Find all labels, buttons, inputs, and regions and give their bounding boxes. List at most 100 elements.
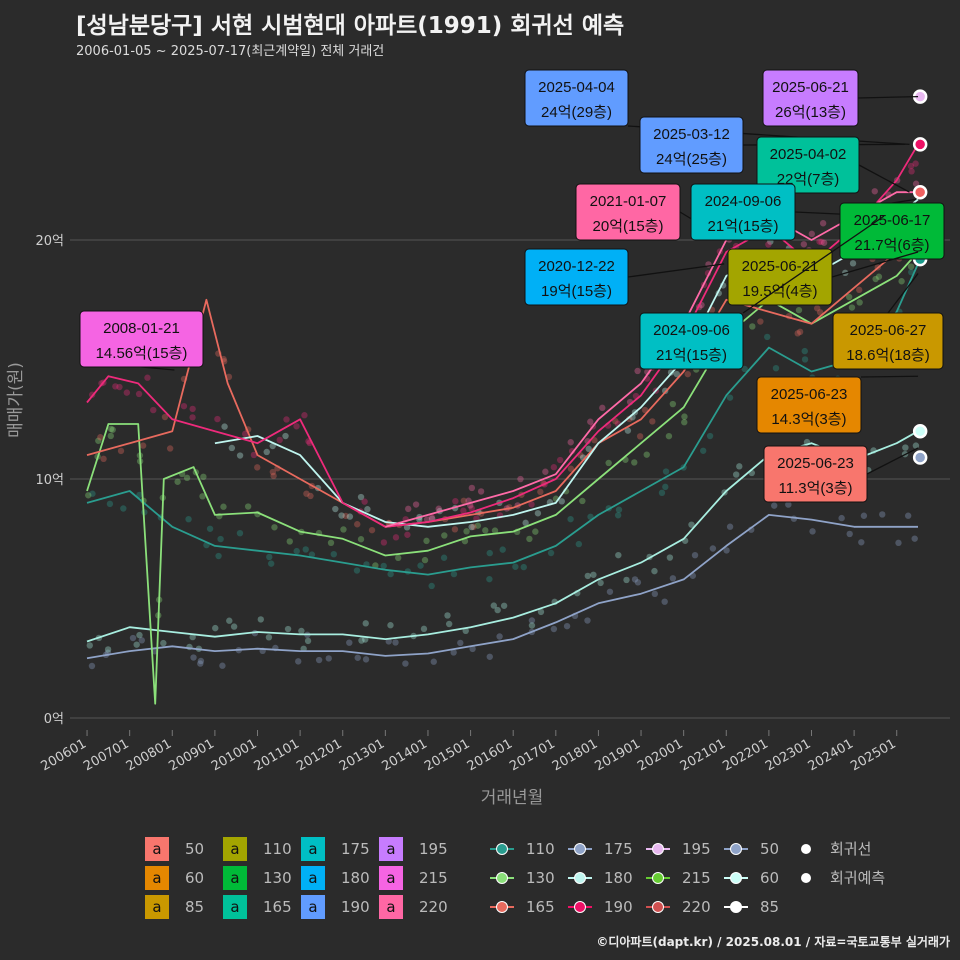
scatter-point bbox=[107, 425, 115, 433]
scatter-point bbox=[117, 447, 125, 455]
scatter-point bbox=[380, 539, 388, 546]
scatter-point bbox=[468, 505, 475, 512]
x-tick-label: 201001 bbox=[209, 736, 259, 774]
legend-fill-glyph: a bbox=[308, 840, 317, 858]
annotation-box bbox=[524, 69, 629, 127]
annotation-date: 2021-01-07 bbox=[590, 193, 667, 210]
scatter-point bbox=[579, 497, 586, 505]
scatter-point bbox=[120, 505, 127, 512]
scatter-point bbox=[845, 293, 853, 301]
scatter-point bbox=[907, 263, 915, 270]
annotation-date: 2024-09-06 bbox=[705, 193, 782, 210]
scatter-point bbox=[420, 625, 428, 633]
scatter-point bbox=[624, 427, 632, 434]
scatter-point bbox=[358, 637, 365, 644]
scatter-point bbox=[342, 512, 349, 520]
scatter-point bbox=[161, 413, 169, 421]
x-axis: 2006012007012008012009012010012011012012… bbox=[39, 730, 899, 774]
scatter-point bbox=[673, 370, 681, 378]
endpoint-marker bbox=[912, 184, 928, 200]
y-tick-label: 10억 bbox=[35, 473, 64, 488]
legend-fill-label: 215 bbox=[419, 869, 448, 887]
scatter-point bbox=[394, 554, 402, 562]
legend-line-label: 190 bbox=[604, 898, 633, 916]
annotation-leader bbox=[866, 447, 919, 475]
scatter-point bbox=[86, 642, 93, 649]
x-tick-label: 202101 bbox=[678, 736, 728, 774]
annotation-date: 2025-03-12 bbox=[653, 126, 730, 143]
scatter-point bbox=[417, 562, 424, 569]
legend-line-marker bbox=[652, 843, 664, 855]
annotation-leader bbox=[857, 95, 919, 99]
scatter-point bbox=[819, 220, 827, 227]
legend-fill-key bbox=[145, 895, 169, 919]
annotation-value: 18.6억(18층) bbox=[846, 347, 929, 364]
y-tick-label: 20억 bbox=[35, 234, 64, 249]
scatter-point bbox=[368, 526, 376, 534]
annotation-leader bbox=[860, 375, 919, 378]
scatter-point bbox=[104, 646, 112, 653]
scatter-point bbox=[500, 602, 508, 609]
scatter-point bbox=[270, 472, 277, 480]
scatter-point bbox=[477, 488, 485, 495]
scatter-point bbox=[357, 493, 365, 501]
scatter-point bbox=[606, 588, 614, 595]
legend-line-marker bbox=[652, 872, 664, 884]
legend-line-label: 110 bbox=[526, 840, 555, 858]
scatter-point bbox=[599, 404, 606, 412]
scatter-point bbox=[460, 507, 467, 514]
scatter-point bbox=[298, 627, 305, 635]
scatter-point bbox=[144, 374, 151, 381]
scatter-point bbox=[214, 415, 221, 423]
scatter-point bbox=[520, 563, 527, 571]
annotation-box bbox=[762, 69, 859, 127]
scatter-point bbox=[474, 522, 482, 529]
x-tick-label: 201201 bbox=[294, 736, 344, 774]
scatter-point bbox=[325, 655, 332, 662]
scatter-point bbox=[726, 394, 734, 401]
annotation-date: 2024-09-06 bbox=[653, 322, 730, 339]
legend-fill-label: 50 bbox=[185, 840, 204, 858]
scatter-point bbox=[585, 445, 592, 453]
scatter-point bbox=[879, 511, 886, 518]
scatter-point bbox=[537, 488, 544, 496]
scatter-point bbox=[468, 523, 475, 531]
legend-line-marker bbox=[496, 872, 508, 884]
scatter-point bbox=[699, 447, 707, 454]
scatter-point bbox=[723, 547, 730, 554]
scatter-point bbox=[902, 444, 909, 451]
scatter-point bbox=[808, 230, 816, 238]
legend-dot-label: 회귀예측 bbox=[830, 869, 885, 887]
scatter-point bbox=[820, 239, 828, 246]
annotation-date: 2025-06-17 bbox=[854, 212, 931, 229]
scatter-point bbox=[636, 433, 644, 440]
scatter-point bbox=[199, 493, 206, 500]
scatter-point bbox=[706, 432, 714, 440]
x-tick-label: 202301 bbox=[763, 736, 813, 774]
scatter-point bbox=[567, 515, 574, 523]
annotation-value: 14.3억(3층) bbox=[771, 411, 846, 428]
annotation-leader bbox=[887, 273, 919, 314]
scatter-point bbox=[794, 330, 801, 337]
annotation-box bbox=[763, 445, 868, 503]
scatter-point bbox=[795, 306, 803, 314]
scatter-point bbox=[457, 639, 464, 647]
annotation-date: 2025-04-02 bbox=[770, 146, 847, 163]
annotation-leader bbox=[742, 215, 885, 314]
scatter-point bbox=[435, 505, 442, 512]
scatter-point bbox=[494, 606, 501, 614]
scatter-point bbox=[662, 483, 669, 491]
x-tick-label: 201901 bbox=[593, 736, 643, 774]
scatter-point bbox=[463, 528, 470, 535]
scatter-point bbox=[100, 455, 107, 463]
legend-line-label: 180 bbox=[604, 869, 633, 887]
legend-fill-key bbox=[379, 866, 403, 890]
annotation-box bbox=[727, 248, 833, 306]
scatter-point bbox=[250, 451, 258, 459]
scatter-point bbox=[741, 365, 748, 373]
legend-line-label: 85 bbox=[760, 898, 779, 916]
scatter-point bbox=[634, 579, 642, 586]
scatter-point bbox=[139, 442, 147, 449]
scatter-point bbox=[387, 570, 394, 578]
scatter-point bbox=[661, 598, 668, 605]
